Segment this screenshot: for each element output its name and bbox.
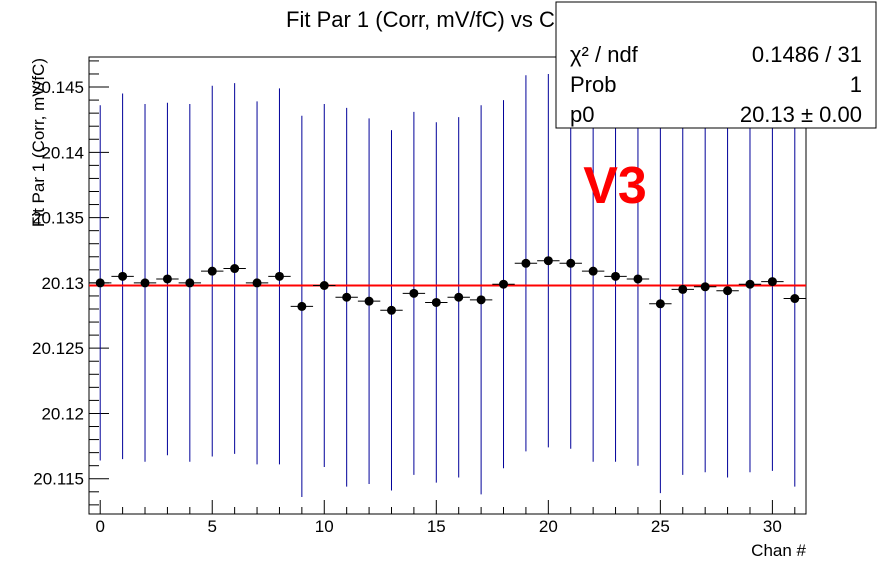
x-axis-label: Chan # [751, 541, 806, 560]
data-point [521, 258, 531, 268]
data-point [118, 271, 128, 281]
data-point [140, 278, 150, 288]
data-point [431, 297, 441, 307]
stats-value-p0: 20.13 ± 0.00 [740, 102, 862, 127]
data-point [588, 266, 598, 276]
y-tick-label: 20.115 [33, 470, 84, 489]
data-point [745, 279, 755, 289]
data-point [543, 256, 553, 266]
stats-value-prob: 1 [850, 72, 862, 97]
data-point [319, 281, 329, 290]
stats-label-p0: p0 [570, 102, 594, 127]
stats-label-prob: Prob [570, 72, 616, 97]
y-tick-label: 20.145 [32, 78, 84, 97]
y-axis: 20.115 20.12 20.125 20.13 20.135 20.14 20.145 [32, 60, 109, 506]
stats-value-chi2: 0.1486 / 31 [752, 42, 862, 67]
data-point [700, 282, 710, 292]
data-point [678, 284, 688, 294]
data-point [207, 266, 217, 276]
data-point [342, 292, 352, 302]
data-point [767, 277, 777, 287]
y-tick-label: 20.135 [32, 209, 84, 228]
data-point [633, 274, 643, 284]
data-point [454, 292, 464, 302]
data-point [566, 258, 576, 268]
data-point [185, 278, 195, 288]
x-tick-label: 20 [539, 517, 558, 536]
data-point [386, 305, 396, 315]
stats-box: χ² / ndf 0.1486 / 31 Prob 1 p0 20.13 ± 0… [555, 1, 877, 129]
x-tick-label: 30 [763, 517, 782, 536]
data-point [476, 295, 486, 305]
y-axis-label: Fit Par 1 (Corr, mV/fC) [29, 58, 48, 227]
x-tick-label: 15 [427, 517, 446, 536]
data-point [252, 278, 262, 288]
data-point [162, 274, 172, 284]
data-point [611, 271, 621, 281]
y-tick-label: 20.14 [41, 143, 84, 162]
x-tick-label: 5 [208, 517, 217, 536]
x-tick-label: 0 [95, 517, 104, 536]
data-point [364, 296, 374, 306]
data-point [409, 288, 419, 298]
y-tick-label: 20.12 [41, 404, 84, 423]
data-point [499, 279, 509, 289]
data-point [230, 264, 240, 274]
data-point [297, 301, 307, 311]
x-tick-label: 25 [651, 517, 670, 536]
y-tick-label: 20.125 [32, 339, 84, 358]
data-point [274, 271, 284, 281]
y-tick-label: 20.13 [41, 274, 84, 293]
data-points [89, 256, 806, 315]
data-point [655, 299, 665, 309]
stats-label-chi2: χ² / ndf [570, 42, 639, 67]
x-axis: 0 5 10 15 20 25 30 [95, 500, 796, 536]
data-point [723, 286, 733, 296]
x-tick-label: 10 [315, 517, 334, 536]
data-point [95, 278, 105, 288]
version-annotation: V3 [583, 157, 647, 215]
data-point [790, 294, 800, 304]
